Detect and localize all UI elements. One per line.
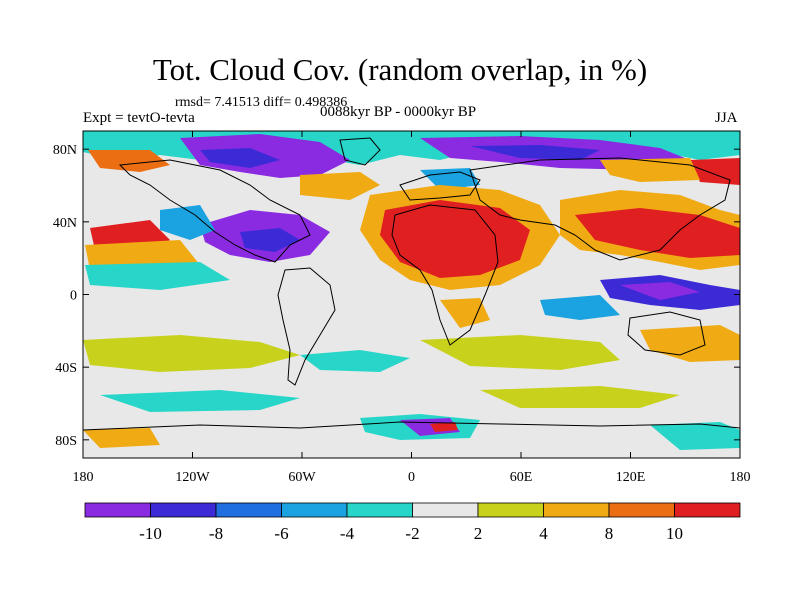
coastlines — [83, 137, 740, 431]
lat-tick-label: 40N — [53, 216, 77, 231]
colorbar-swatch — [346, 502, 413, 518]
colorbar-swatch — [281, 502, 348, 518]
lon-tick-label: 180 — [73, 470, 94, 485]
lat-tick-label: 0 — [70, 289, 77, 304]
colorbar-label: 10 — [666, 524, 683, 543]
colorbar-swatch — [543, 502, 610, 518]
colorbar-swatch — [412, 502, 479, 518]
experiment-label: Expt = tevtO-tevta — [83, 110, 195, 126]
lat-tick-label: 80S — [55, 434, 77, 449]
colorbar-swatch — [608, 502, 675, 518]
colorbar-label: 8 — [605, 524, 614, 543]
colorbar-label: -2 — [405, 524, 419, 543]
lon-tick-label: 0 — [408, 470, 415, 485]
stats-label: rmsd= 7.41513 diff= 0.498386 — [175, 95, 348, 110]
season-label: JJA — [715, 110, 738, 126]
lon-tick-label: 120E — [616, 470, 646, 485]
period-label: 0088kyr BP - 0000kyr BP — [320, 104, 477, 120]
map-title: Tot. Cloud Cov. (random overlap, in %) — [152, 52, 648, 87]
colorbar-swatch — [477, 502, 544, 518]
longitude-axis: 180 120W 60W 0 60E 120E 180 — [73, 131, 751, 485]
colorbar-label: -8 — [209, 524, 223, 543]
colorbar-swatch — [150, 502, 217, 518]
lon-tick-label: 60W — [288, 470, 316, 485]
lon-tick-label: 120W — [175, 470, 210, 485]
colorbar-swatch — [674, 502, 741, 518]
colorbar-label: -4 — [340, 524, 355, 543]
colorbar: -10 -8 -6 -4 -2 2 4 8 10 — [84, 502, 741, 543]
colorbar-swatch — [84, 502, 151, 518]
latitude-axis: 80N 40N 0 40S 80S — [53, 143, 740, 449]
lat-tick-label: 80N — [53, 143, 77, 158]
lon-tick-label: 60E — [510, 470, 533, 485]
colorbar-label: 4 — [539, 524, 548, 543]
map-field — [83, 131, 740, 458]
colorbar-swatch — [215, 502, 282, 518]
lat-tick-label: 40S — [55, 361, 77, 376]
colorbar-label: -10 — [139, 524, 162, 543]
colorbar-label: -6 — [274, 524, 288, 543]
colorbar-label: 2 — [474, 524, 483, 543]
lon-tick-label: 180 — [730, 470, 751, 485]
